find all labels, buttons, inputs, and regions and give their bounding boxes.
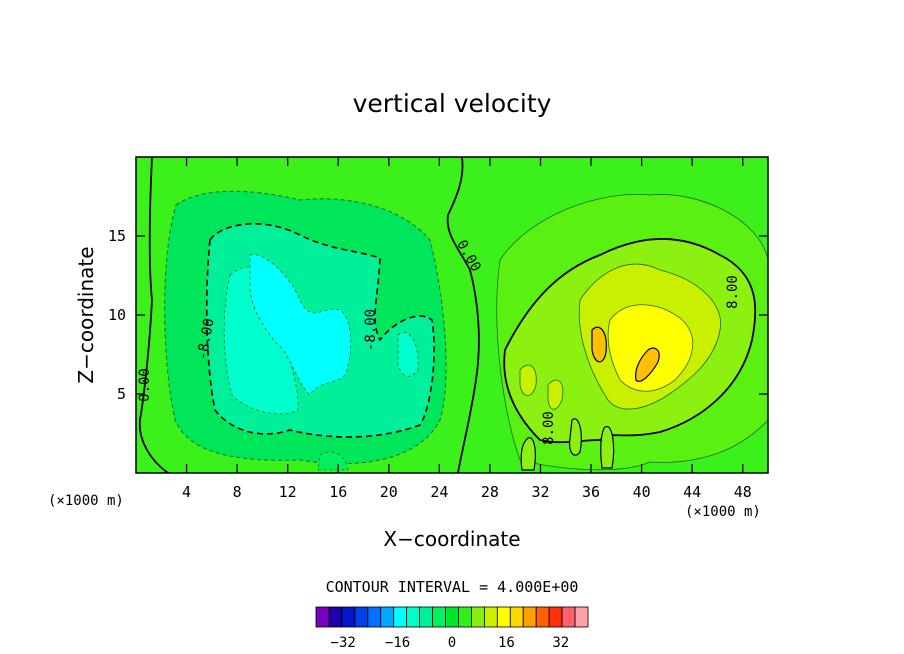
pos-level-8 [547, 379, 564, 410]
pos-cell-c [600, 425, 615, 469]
contour-interval-text: CONTOUR INTERVAL = 4.000E+00 [326, 578, 579, 596]
colorbar-cell [341, 606, 356, 628]
pos-level-5 [591, 326, 607, 363]
pos-level-7 [519, 364, 537, 396]
pos-level-4 [607, 304, 694, 392]
colorbar-tick-label: 0 [448, 635, 456, 651]
colorbar-cell [574, 606, 589, 628]
x-unit-label-left: (×1000 m) [48, 493, 124, 509]
colorbar-cell [548, 606, 563, 628]
pos-level-6 [635, 347, 660, 382]
colorbar-cell [509, 606, 524, 628]
colorbar-cell [354, 606, 369, 628]
contour-label-pos8-low: 8.00 [541, 411, 557, 445]
contour-label-pos8-right: 8.00 [725, 275, 741, 309]
colorbar-cell [458, 606, 472, 628]
colorbar-tick-label: −32 [331, 635, 356, 651]
x-tick-label: 40 [633, 483, 651, 501]
colorbar-cell [380, 606, 395, 628]
x-unit-label-right: (×1000 m) [685, 504, 761, 520]
contour-label-neg8-left: -8.00 [195, 317, 218, 361]
colorbar [315, 606, 589, 628]
colorbar-cell [393, 606, 408, 628]
colorbar-cell [315, 606, 330, 628]
pos-cell-a [520, 437, 536, 471]
x-tick-label: 24 [430, 483, 448, 501]
neg-cell-a [317, 451, 349, 471]
y-tick-label: 10 [108, 306, 126, 324]
colorbar-cell [419, 606, 433, 628]
colorbar-cell [367, 606, 382, 628]
colorbar-cell [522, 606, 537, 628]
y-tick-label: 5 [117, 385, 126, 403]
colorbar-cell [471, 606, 485, 628]
x-tick-label: 28 [481, 483, 499, 501]
chart-title: vertical velocity [353, 89, 552, 118]
colorbar-cell [483, 606, 498, 628]
y-axis-label: Z−coordinate [74, 246, 98, 383]
colorbar-cell [406, 606, 421, 628]
zero-contour-left [138, 157, 169, 473]
colorbar-ticks: −32 −16 0 16 32 [331, 635, 570, 651]
colorbar-cell [328, 606, 343, 628]
y-tick-label: 15 [108, 227, 126, 245]
contour-label-neg8-right: -8.00 [363, 309, 379, 351]
neg-level-5 [397, 332, 419, 377]
x-tick-label: 44 [683, 483, 701, 501]
contour-field [136, 157, 768, 473]
colorbar-cell [432, 606, 446, 628]
x-tick-label: 12 [279, 483, 297, 501]
x-tick-label: 8 [233, 483, 242, 501]
colorbar-tick-label: 32 [552, 635, 569, 651]
x-tick-label: 16 [329, 483, 347, 501]
x-tick-label: 20 [380, 483, 398, 501]
x-axis-ticks: 4 8 12 16 20 24 28 32 36 40 44 48 [182, 157, 752, 501]
x-axis-label: X−coordinate [383, 527, 520, 551]
colorbar-tick-label: 16 [498, 635, 515, 651]
colorbar-cell [535, 606, 550, 628]
x-tick-label: 32 [531, 483, 549, 501]
colorbar-cell [561, 606, 576, 628]
colorbar-tick-label: −16 [385, 635, 410, 651]
pos-cell-b [569, 418, 582, 456]
colorbar-cell [496, 606, 511, 628]
x-tick-label: 36 [582, 483, 600, 501]
x-tick-label: 48 [734, 483, 752, 501]
x-tick-label: 4 [182, 483, 191, 501]
y-axis-ticks: 5 10 15 [108, 227, 768, 403]
zero-contour-middle [446, 157, 480, 473]
colorbar-cell [445, 606, 459, 628]
contour-label-zero-left: 0.00 [137, 368, 153, 402]
neg-level-4 [249, 254, 352, 396]
